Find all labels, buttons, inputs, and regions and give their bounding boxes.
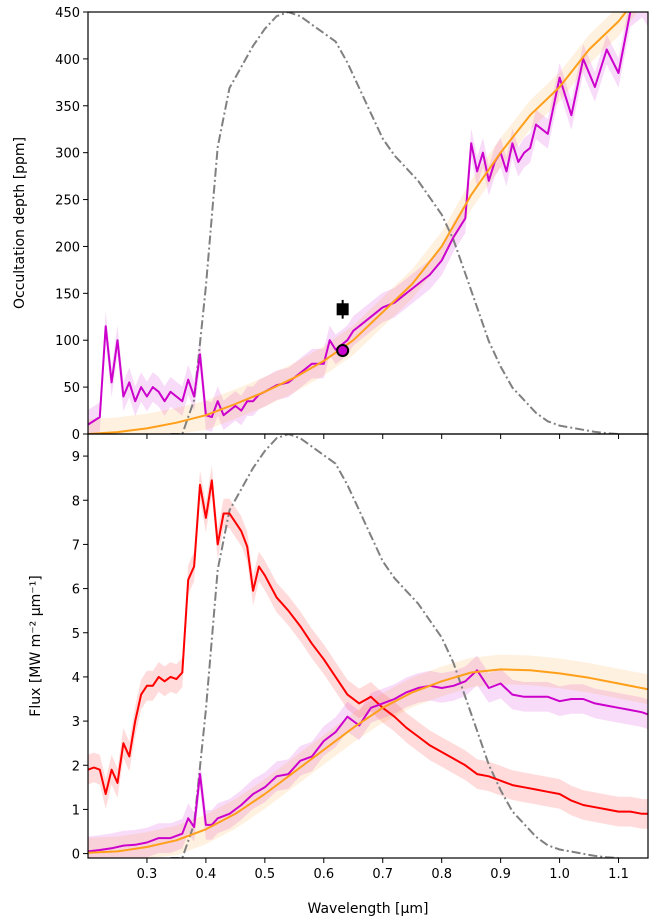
x-tick-label: 0.4	[196, 867, 217, 882]
x-tick-label: 0.5	[254, 867, 275, 882]
plot-area-bottom	[88, 434, 648, 858]
series-band-top-0	[88, 12, 648, 434]
x-tick-label: 0.9	[490, 867, 511, 882]
series-line-bottom-2	[88, 668, 648, 854]
top-panel: 0 50 100 150 200 250 300 350 400 450	[55, 6, 649, 443]
series-line-top-1	[88, 12, 628, 434]
y-tick-label-top: 200	[55, 240, 80, 255]
y-tick-label-top: 250	[55, 194, 80, 209]
y-axis-label-top: Occultation depth [ppm]	[12, 137, 28, 309]
y-tick-label-bottom: 7	[72, 538, 80, 553]
series-band-bottom-1	[88, 655, 648, 858]
plot-area-top	[88, 12, 648, 434]
series-band-bottom-0	[88, 465, 648, 829]
x-tick-label: 1.1	[608, 867, 629, 882]
y-tick-label-bottom: 5	[72, 627, 80, 642]
data-point-square	[336, 303, 349, 316]
x-tick-label: 1.0	[549, 867, 570, 882]
y-tick-label-top: 50	[63, 381, 80, 396]
series-line-bottom-0	[88, 479, 648, 815]
y-tick-label-top: 150	[55, 287, 80, 302]
y-tick-label-top: 0	[72, 428, 80, 443]
y-tick-label-bottom: 2	[72, 759, 80, 774]
y-tick-label-top: 300	[55, 147, 80, 162]
y-tick-label-bottom: 6	[72, 583, 80, 598]
series-band-top-1	[88, 12, 638, 434]
x-axis-label: Wavelength [μm]	[308, 901, 429, 917]
y-tick-label-bottom: 9	[72, 450, 80, 465]
x-tick-label: 0.8	[431, 867, 452, 882]
series-band-bottom-2	[88, 654, 648, 858]
y-tick-label-bottom: 3	[72, 715, 80, 730]
x-tick-label: 0.3	[137, 867, 158, 882]
y-tick-label-bottom: 0	[72, 848, 80, 863]
filter-curve-bottom	[170, 434, 619, 858]
y-tick-label-top: 400	[55, 53, 80, 68]
x-tick-label: 0.6	[313, 867, 334, 882]
y-tick-label-bottom: 1	[72, 803, 80, 818]
series-line-bottom-1	[88, 669, 648, 853]
series-line-top-0	[88, 12, 648, 426]
x-tick-label: 0.7	[372, 867, 393, 882]
axes-frame-bottom	[87, 433, 649, 859]
data-point-circle	[336, 344, 350, 358]
y-tick-label-top: 450	[55, 6, 80, 21]
bottom-panel: 0 1 2 3 4 5 6 7 8 9 0.3 0.4 0.5 0.6 0.7 0.8 0.9 1.0 1.1	[72, 433, 649, 882]
y-tick-label-top: 100	[55, 334, 80, 349]
y-tick-label-bottom: 4	[72, 671, 80, 686]
y-axis-label-bottom: Flux [MW m⁻² μm⁻¹]	[28, 575, 44, 716]
filter-curve-top	[170, 12, 619, 434]
y-tick-label-top: 350	[55, 100, 80, 115]
y-tick-label-bottom: 8	[72, 494, 80, 509]
